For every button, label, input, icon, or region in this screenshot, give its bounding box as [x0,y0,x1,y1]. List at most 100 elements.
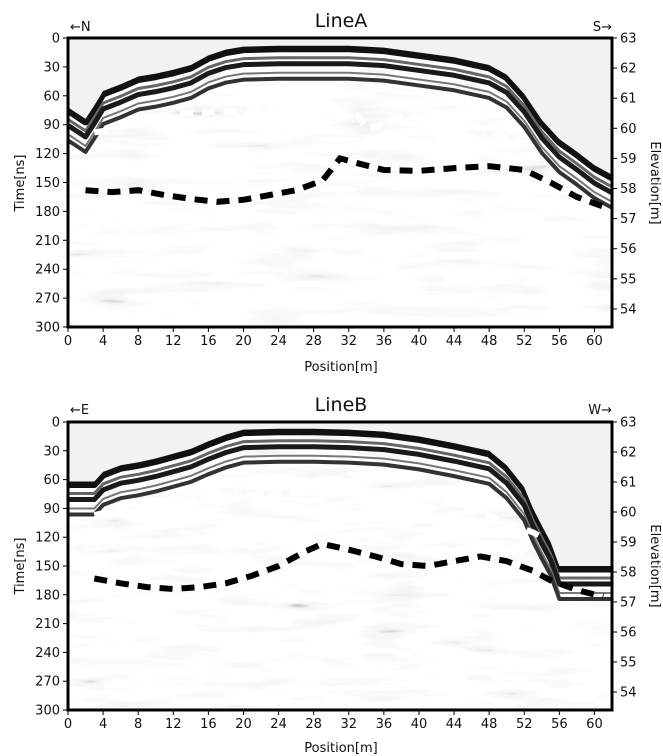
y2-axis-title: Elevation[m] [647,524,662,607]
x-tick-label: 52 [516,717,533,732]
x-tick-label: 20 [235,334,252,349]
y-tick-label: 210 [35,617,60,632]
x-tick-label: 20 [235,717,252,732]
x-tick-label: 4 [99,717,107,732]
y2-tick-label: 58 [620,566,637,581]
x-tick-label: 8 [134,717,142,732]
y-tick-label: 30 [43,60,60,75]
y2-tick-label: 55 [620,272,637,287]
panel-title: LineA [315,10,368,32]
direction-left-label: ←E [70,403,89,418]
surface-reflection [68,444,612,587]
y2-axis-title: Elevation[m] [647,141,662,224]
radargram-image [66,36,614,329]
y2-tick-label: 60 [620,506,637,521]
horizon-lower-line [93,540,604,600]
y-tick-label: 0 [52,416,60,431]
y2-tick-label: 59 [620,536,637,551]
x-tick-label: 44 [446,717,463,732]
y2-tick-label: 57 [620,596,637,611]
x-tick-label: 56 [551,717,568,732]
x-tick-label: 40 [411,334,428,349]
y-tick-label: 180 [35,588,60,603]
y2-tick-label: 56 [620,626,637,641]
surface-reflection [68,454,612,594]
x-tick-label: 28 [305,717,322,732]
y2-tick-label: 62 [620,62,637,77]
horizon-lower-line [85,154,605,210]
y-tick-label: 120 [35,147,60,162]
x-tick-label: 16 [200,334,217,349]
x-tick-label: 52 [516,334,533,349]
x-tick-label: 40 [411,717,428,732]
surface-reflection [68,45,612,181]
x-axis-title: Position[m] [304,360,377,375]
y-tick-label: 0 [52,32,60,47]
y-tick-label: 120 [35,531,60,546]
direction-right-label: W→ [588,403,612,418]
y-axis-title: Time[ns] [13,538,28,596]
x-tick-label: 4 [99,334,107,349]
surface-reflection [68,56,612,189]
panel-line-b: LineB ←E W→ 0 4 8 12 16 20 24 28 32 36 40 44 48 52 56 6… [13,394,662,756]
y-tick-label: 300 [35,321,60,336]
y2-tick-label: 59 [620,152,637,167]
y2-tick-label: 54 [620,302,637,317]
x-tick-label: 60 [586,334,603,349]
y2-tick-label: 58 [620,182,637,197]
x-tick-label: 60 [586,717,603,732]
y-tick-label: 240 [35,646,60,661]
direction-right-label: S→ [593,20,612,35]
subsurface-region [68,45,612,327]
y2-tick-label: 57 [620,212,637,227]
x-tick-label: 16 [200,717,217,732]
x-tick-label: 36 [376,717,393,732]
horizon-upper-line [93,104,526,147]
direction-left-label: ←N [70,20,91,35]
panel-title: LineB [315,394,368,416]
y-tick-label: 240 [35,263,60,278]
y2-tick-label: 63 [620,416,637,431]
y-tick-label: 270 [35,292,60,307]
x-tick-label: 48 [481,717,498,732]
x-tick-label: 56 [551,334,568,349]
y-tick-label: 150 [35,560,60,575]
y-tick-label: 90 [43,118,60,133]
x-tick-label: 28 [305,334,322,349]
y-tick-label: 270 [35,675,60,690]
y2-tick-label: 61 [620,92,637,107]
x-tick-label: 12 [165,334,182,349]
y2-tick-label: 56 [620,242,637,257]
x-tick-label: 8 [134,334,142,349]
surface-reflection [68,61,612,195]
y-tick-label: 180 [35,205,60,220]
radargram-image [66,420,614,712]
surface-reflection [68,76,612,210]
panel-line-a: LineA ←N S→ 0 4 8 12 16 20 24 28 32 36 40 44 48 52 56 6… [13,10,662,375]
x-tick-label: 48 [481,334,498,349]
x-tick-label: 0 [64,717,72,732]
x-axis-title: Position[m] [304,741,377,756]
y2-tick-label: 61 [620,476,637,491]
x-tick-label: 32 [341,334,358,349]
x-tick-label: 24 [270,717,287,732]
axis-ticks: 0 4 8 12 16 20 24 28 32 36 40 44 48 52 56 6003060901201… [35,416,636,733]
surface-reflection [68,459,612,601]
axis-ticks: 0 4 8 12 16 20 24 28 32 36 40 44 48 52 56 6003060901201… [35,32,636,350]
x-tick-label: 24 [270,334,287,349]
surface-reflection [68,71,612,203]
x-tick-label: 32 [341,717,358,732]
y-tick-label: 60 [43,473,60,488]
y-tick-label: 60 [43,89,60,104]
horizon-upper-line [93,488,544,540]
x-tick-label: 12 [165,717,182,732]
y-tick-label: 30 [43,444,60,459]
y-tick-label: 300 [35,704,60,719]
y-tick-label: 210 [35,234,60,249]
y2-tick-label: 60 [620,122,637,137]
surface-reflection [68,428,612,573]
x-tick-label: 0 [64,334,72,349]
x-tick-label: 44 [446,334,463,349]
y-axis-title: Time[ns] [13,155,28,213]
